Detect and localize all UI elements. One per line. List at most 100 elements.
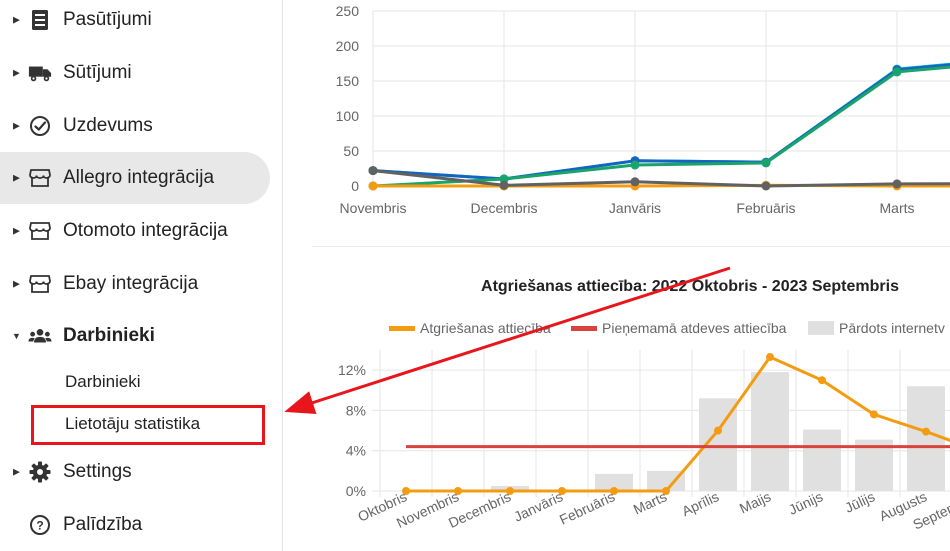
series-line: [372, 63, 950, 181]
x-tick-label: Februāris: [736, 200, 795, 216]
expand-caret-icon[interactable]: ▶: [13, 67, 20, 78]
x-tick-label: Maijs: [737, 488, 773, 516]
sidebar-item-otomoto[interactable]: ▶ Otomoto integrācija: [0, 205, 270, 257]
legend-label: Atgriešanas attiecība: [420, 320, 551, 336]
data-point: [892, 67, 902, 77]
data-point: [714, 426, 722, 435]
y-tick-label: 50: [343, 143, 359, 159]
submenu-item-employees[interactable]: Darbinieki: [65, 372, 141, 391]
y-tick-label: 250: [336, 3, 360, 19]
return-ratio-chart: Atgriešanas attiecība: 2022 Oktobris - 2…: [338, 278, 950, 533]
sidebar-item-allegro[interactable]: ▶ Allegro integrācija: [0, 152, 270, 204]
data-point: [922, 427, 930, 436]
sidebar-item-label: Settings: [63, 461, 132, 482]
data-point: [766, 353, 774, 362]
bar: [855, 439, 893, 491]
y-tick-label: 150: [336, 73, 360, 89]
orders-line-chart: 0 50 100 150 200 250 Novembris Decembris Janvāri…: [336, 3, 950, 216]
data-point: [761, 158, 771, 168]
sidebar-item-employees[interactable]: ▼ Darbinieki: [0, 310, 270, 362]
x-tick-label: Marts: [880, 200, 915, 216]
data-point: [402, 487, 410, 495]
legend-swatch: [389, 326, 415, 331]
sidebar-item-label: Otomoto integrācija: [63, 220, 228, 241]
x-tick-label: Janvāris: [609, 200, 661, 216]
y-tick-label: 8%: [346, 402, 366, 418]
annotation-highlight-box: [31, 405, 265, 445]
bar: [907, 386, 945, 491]
y-tick-label: 12%: [338, 362, 366, 378]
expand-caret-icon[interactable]: ▶: [13, 466, 20, 477]
sidebar-item-help[interactable]: ? Palīdzība: [0, 499, 270, 551]
svg-text:?: ?: [36, 519, 43, 533]
data-point: [610, 487, 618, 495]
store-icon: [28, 166, 52, 190]
bar: [751, 372, 789, 491]
data-point: [558, 487, 566, 495]
y-tick-label: 200: [336, 38, 360, 54]
data-point: [506, 487, 514, 495]
sidebar-item-tasks[interactable]: ▶ Uzdevums: [0, 100, 270, 152]
sidebar-item-orders[interactable]: ▶ Pasūtījumi: [0, 0, 270, 46]
x-tick-label: Novembris: [340, 200, 407, 216]
store-icon: [28, 219, 52, 243]
data-point: [870, 410, 878, 419]
data-point: [761, 181, 771, 191]
bar: [803, 429, 841, 491]
collapse-caret-icon[interactable]: ▼: [12, 331, 21, 341]
submenu-item-user-statistics[interactable]: Lietotāju statistika: [65, 414, 201, 433]
receipt-icon: [28, 8, 52, 32]
data-point: [454, 487, 462, 495]
store-icon: [28, 272, 52, 296]
truck-icon: [28, 61, 52, 85]
section-divider: [312, 246, 950, 247]
y-tick-label: 4%: [346, 443, 366, 459]
expand-caret-icon[interactable]: ▶: [13, 278, 20, 289]
sidebar-item-ebay[interactable]: ▶ Ebay integrācija: [0, 258, 270, 310]
sidebar-item-label: Palīdzība: [63, 514, 143, 535]
data-point: [630, 177, 640, 187]
y-tick-label: 100: [336, 108, 360, 124]
data-point: [662, 487, 670, 495]
data-point: [818, 376, 826, 385]
y-tick-label: 0%: [346, 483, 366, 499]
series-line: [372, 169, 950, 188]
legend-label: Pārdots internetv: [839, 320, 945, 336]
sidebar-item-label: Ebay integrācija: [63, 273, 199, 294]
data-point: [368, 181, 378, 191]
sidebar-item-label: Darbinieki: [63, 325, 155, 346]
bar: [595, 473, 633, 491]
data-point: [368, 166, 378, 176]
x-tick-label: Februāris: [557, 488, 617, 527]
x-tick-label: Janvāris: [511, 488, 565, 525]
expand-caret-icon[interactable]: ▶: [13, 172, 20, 183]
expand-caret-icon[interactable]: ▶: [13, 225, 20, 236]
data-point: [499, 174, 509, 184]
annotation-arrow: [284, 266, 731, 415]
x-tick-label: Decembris: [471, 200, 538, 216]
sidebar: ▶ Pasūtījumi ▶ Sūtījumi ▶ Uzdevums ▶ All…: [0, 0, 283, 551]
y-tick-label: 0: [351, 178, 359, 194]
legend-label: Pieņemamā atdeves attiecība: [602, 320, 787, 336]
sidebar-item-label: Allegro integrācija: [63, 167, 215, 188]
check-circle-icon: [28, 114, 52, 138]
gear-icon: [28, 460, 52, 484]
expand-caret-icon[interactable]: ▶: [13, 14, 20, 25]
data-point: [499, 180, 509, 190]
bar: [647, 470, 685, 491]
expand-caret-icon[interactable]: ▶: [13, 120, 20, 131]
help-circle-icon: ?: [28, 513, 52, 537]
sidebar-item-label: Pasūtījumi: [63, 9, 152, 30]
sidebar-item-shipments[interactable]: ▶ Sūtījumi: [0, 47, 270, 99]
users-icon: [28, 324, 52, 348]
sidebar-item-settings[interactable]: ▶ Settings: [0, 446, 270, 498]
series-line: [373, 183, 950, 188]
sidebar-item-label: Uzdevums: [63, 115, 153, 136]
data-point: [630, 160, 640, 170]
chart-title: Atgriešanas attiecība: 2022 Oktobris - 2…: [481, 278, 899, 295]
x-tick-label: Aprīlis: [679, 488, 721, 519]
data-point: [892, 179, 902, 189]
x-tick-label: Marts: [631, 488, 669, 517]
sidebar-item-label: Sūtījumi: [63, 62, 132, 83]
